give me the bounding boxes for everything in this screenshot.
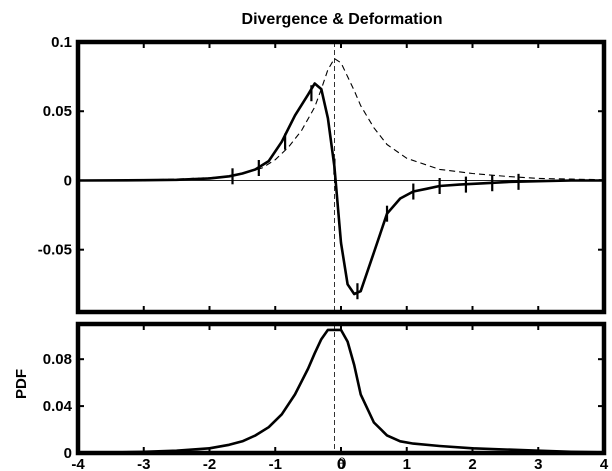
x-tick-label: 2: [468, 456, 476, 471]
top-axes-frame: [75, 39, 607, 315]
series-0-line: [77, 82, 604, 296]
series-1-line: [77, 58, 605, 182]
y-tick-label: 0.05: [43, 103, 72, 120]
x-tick-label: 3: [534, 456, 542, 471]
bottom-panel: PDF θ -4 -3 -2 -1 0 1 2 3 4 0 0.04 0.08: [13, 321, 609, 471]
top-axis-ticks: -0.05 0 0.05 0.1: [38, 34, 605, 312]
y-tick-label: 0.1: [51, 34, 72, 51]
bottom-axis-ticks: -4 -3 -2 -1 0 1 2 3 4 0 0.04 0.08: [43, 324, 609, 471]
top-plot-area: [77, 58, 605, 300]
y-tick-label: 0: [64, 445, 72, 462]
bottom-y-axis-label: PDF: [13, 369, 30, 399]
x-tick-label: -1: [269, 456, 282, 471]
x-axis-label: θ: [337, 455, 346, 471]
x-tick-label: -3: [137, 456, 150, 471]
bottom-plot-area: [77, 328, 605, 455]
bottom-axes-frame: [75, 321, 607, 456]
y-tick-label: 0.08: [43, 351, 72, 368]
x-tick-label: 1: [403, 456, 411, 471]
x-tick-label: -2: [203, 456, 216, 471]
top-reference-lines: [78, 42, 604, 312]
x-tick-label: 0: [337, 456, 345, 471]
chart-title: Divergence & Deformation: [242, 11, 443, 28]
x-tick-label: -4: [71, 456, 85, 471]
y-tick-label: 0.04: [43, 398, 73, 415]
y-tick-label: 0: [64, 172, 72, 189]
series-0-line: [77, 328, 605, 455]
top-panel: Divergence & Deformation -0.05 0 0.05 0.1: [38, 11, 607, 315]
x-tick-label: 4: [600, 456, 609, 471]
y-tick-label: -0.05: [38, 242, 72, 259]
